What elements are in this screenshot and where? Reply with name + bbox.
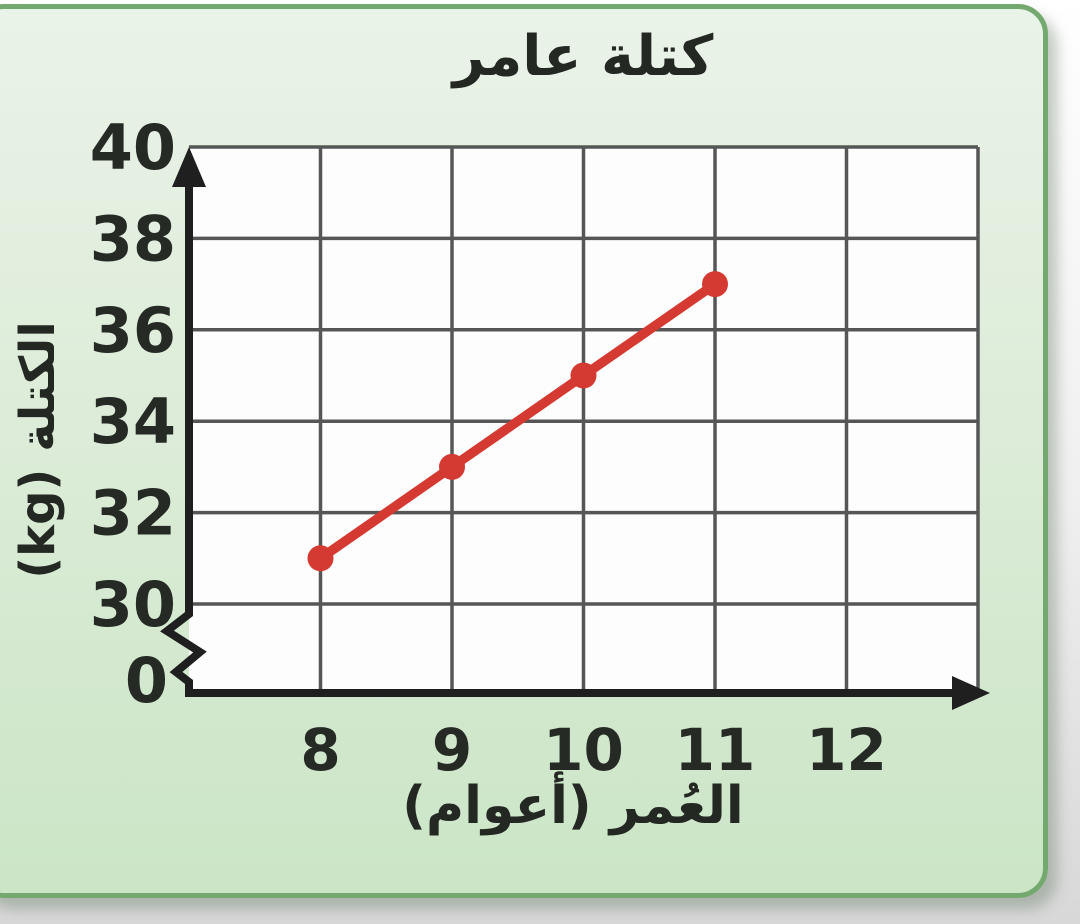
- y-axis-arrowhead-icon: [172, 147, 206, 187]
- y-tick-label: 34: [90, 385, 176, 458]
- data-point: [702, 271, 728, 298]
- y-tick-label: 38: [90, 202, 176, 275]
- x-tick-label: 10: [543, 716, 624, 784]
- y-tick-label: 30: [90, 568, 176, 641]
- chart-title: كتلة عامر: [452, 24, 714, 89]
- x-tick-label: 9: [432, 716, 472, 784]
- x-tick-label: 8: [300, 716, 340, 784]
- data-point: [439, 453, 465, 480]
- x-tick-label: 11: [675, 716, 756, 784]
- x-axis-arrowhead-icon: [952, 676, 990, 710]
- x-axis-label: العُمر (أعوام): [402, 776, 744, 836]
- data-point: [570, 362, 597, 389]
- data-point: [307, 545, 334, 572]
- y-axis-label: الكتلة (kg): [10, 321, 66, 579]
- y-tick-label: 0: [125, 644, 168, 717]
- y-tick-label: 36: [90, 294, 176, 367]
- data-line: [315, 279, 720, 564]
- y-axis-line-with-break: [160, 181, 207, 697]
- x-tick-label: 12: [806, 716, 887, 784]
- y-tick-label: 32: [90, 477, 176, 550]
- y-tick-label: 40: [90, 111, 176, 184]
